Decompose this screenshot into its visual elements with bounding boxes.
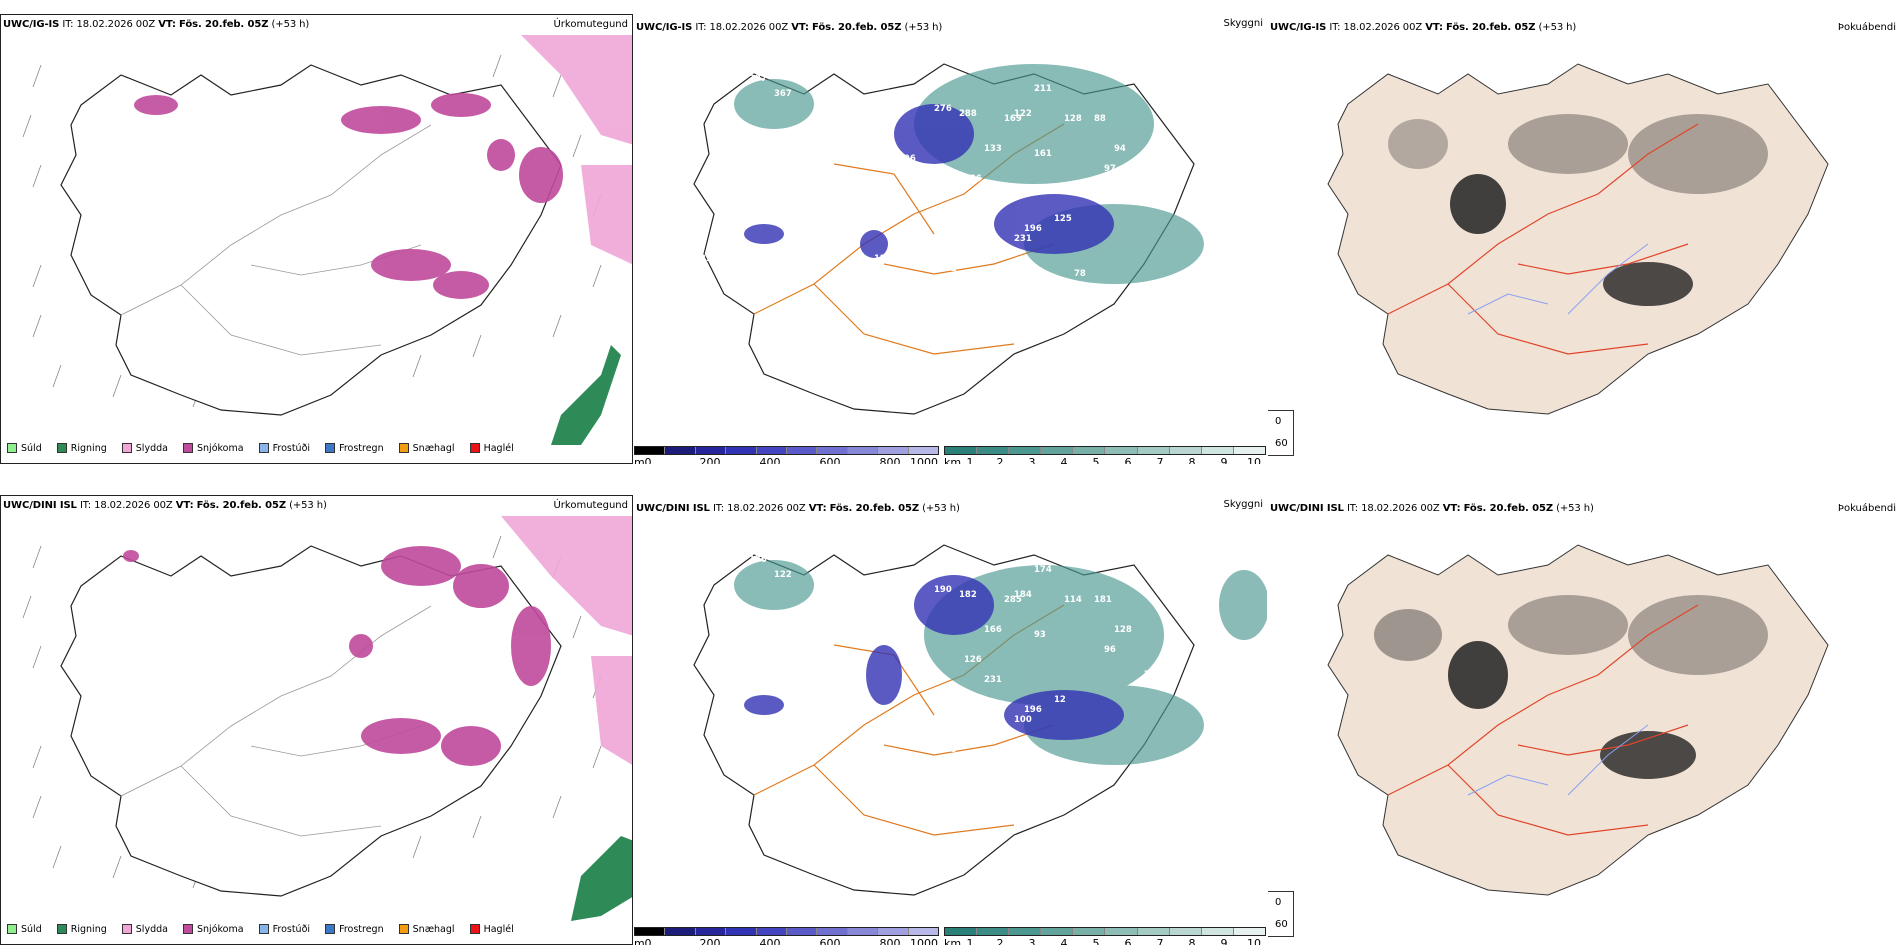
legend-item: Frostúði <box>258 443 310 454</box>
cloud-visibility-map <box>693 544 1267 896</box>
precip-legend: Súld Rigning Slydda Snjókoma Frostúði Fr… <box>7 443 526 454</box>
visibility-areas <box>734 64 1204 284</box>
panel-title: Úrkomutegund <box>553 19 628 30</box>
iceland-coastline <box>60 545 562 897</box>
legend-item: Frostregn <box>325 443 384 454</box>
legend-swatch <box>56 924 67 934</box>
legend-item: Snæhagl <box>398 924 455 935</box>
rivers <box>1467 243 1649 315</box>
panel-header: UWC/DINI ISL IT: 18.02.2026 00Z VT: Fös.… <box>3 500 327 511</box>
cloudbase-ticks: 0 200 400 600 800 1000 <box>644 937 939 945</box>
fog-index-map <box>1327 63 1829 415</box>
legend-swatch <box>325 443 336 453</box>
cloudbase-areas <box>744 104 1114 258</box>
sleet-areas <box>521 35 632 265</box>
roads <box>753 123 1065 355</box>
cloudbase-bar <box>634 927 939 936</box>
legend-item: Rigning <box>56 443 107 454</box>
precip-type-map <box>22 516 632 921</box>
fog-index-map <box>1327 544 1829 896</box>
fog-index-panel-top: UWC/IG-IS IT: 18.02.2026 00Z VT: Fös. 20… <box>1268 14 1900 464</box>
roads <box>1387 123 1699 355</box>
iceland-landmass <box>1327 544 1829 896</box>
legend-swatch <box>183 924 193 934</box>
legend-item: Snjókoma <box>183 443 244 454</box>
cloud-visibility-map <box>693 63 1204 415</box>
visibility-colorbar: km 1 2 3 4 5 6 7 8 9 10 <box>944 446 1266 464</box>
fog-shading <box>1374 595 1768 779</box>
cloudbase-unit: m <box>634 937 645 945</box>
legend-item: Haglél <box>469 924 514 935</box>
iceland-coastline <box>60 64 562 416</box>
visibility-areas <box>734 560 1267 765</box>
cloudbase-ticks: 0 200 400 600 800 1000 <box>644 456 939 464</box>
visibility-colorbar: km 1 2 3 4 5 6 7 8 9 10 <box>944 927 1266 945</box>
visibility-bar <box>944 446 1266 455</box>
cloudbase-areas <box>744 575 1124 740</box>
fog-legend: 0 60 <box>1268 891 1294 937</box>
panel-title: Skyggni <box>1223 499 1263 510</box>
precip-type-panel-bottom: UWC/DINI ISL IT: 18.02.2026 00Z VT: Fös.… <box>0 495 633 945</box>
legend-item: Haglél <box>469 443 514 454</box>
panel-title: Þokuábendi <box>1837 503 1896 514</box>
legend-swatch <box>7 924 17 934</box>
rivers <box>1467 724 1649 796</box>
legend-item: Snjókoma <box>183 924 244 935</box>
fog-legend: 0 60 <box>1268 410 1294 456</box>
cloudbase-bar <box>634 446 939 455</box>
legend-swatch <box>325 924 336 934</box>
snowfall-areas <box>123 546 551 766</box>
legend-item: Súld <box>7 924 42 935</box>
legend-item: Slydda <box>121 924 168 935</box>
legend-swatch <box>56 443 67 453</box>
legend-item: Súld <box>7 443 42 454</box>
panel-title: Þokuábendi <box>1837 22 1896 33</box>
cloudbase-colorbar: m 0 200 400 600 800 1000 <box>634 446 939 464</box>
panel-title: Úrkomutegund <box>553 500 628 511</box>
legend-item: Snæhagl <box>398 443 455 454</box>
roads <box>1387 604 1699 836</box>
panel-header: UWC/DINI ISL IT: 18.02.2026 00Z VT: Fös.… <box>636 503 960 514</box>
precip-type-panel-top: UWC/IG-IS IT: 18.02.2026 00Z VT: Fös. 20… <box>0 14 633 464</box>
legend-item: Frostregn <box>325 924 384 935</box>
panel-title: Skyggni <box>1223 18 1263 29</box>
legend-item: Slydda <box>121 443 168 454</box>
panel-header: UWC/DINI ISL IT: 18.02.2026 00Z VT: Fös.… <box>1270 503 1594 514</box>
panel-header: UWC/IG-IS IT: 18.02.2026 00Z VT: Fös. 20… <box>636 22 943 33</box>
legend-swatch <box>469 443 480 453</box>
legend-swatch <box>121 924 132 934</box>
rain-areas <box>571 836 632 921</box>
sleet-areas <box>501 516 632 765</box>
legend-swatch <box>121 443 132 453</box>
visibility-ticks: 1 2 3 4 5 6 7 8 9 10 <box>966 456 1262 464</box>
legend-swatch <box>398 924 409 934</box>
cloudbase-unit: m <box>634 456 645 464</box>
roads <box>753 604 1065 836</box>
legend-swatch <box>398 443 409 453</box>
visibility-ticks: 1 2 3 4 5 6 7 8 9 10 <box>966 937 1262 945</box>
legend-item: Frostúði <box>258 924 310 935</box>
legend-swatch <box>469 924 480 934</box>
precip-legend: Súld Rigning Slydda Snjókoma Frostúði Fr… <box>7 924 526 935</box>
visibility-unit: km <box>944 456 962 464</box>
legend-swatch <box>258 924 269 934</box>
visibility-unit: km <box>944 937 962 945</box>
legend-swatch <box>7 443 17 453</box>
rain-areas <box>551 345 621 445</box>
snowfall-areas <box>134 93 563 299</box>
cloudbase-colorbar: m 0 200 400 600 800 1000 <box>634 927 939 945</box>
fog-shading <box>1388 114 1768 306</box>
legend-item: Rigning <box>56 924 107 935</box>
legend-swatch <box>258 443 269 453</box>
iceland-landmass <box>1327 63 1829 415</box>
precip-type-map <box>22 35 632 445</box>
cloud-visibility-panel-top: UWC/IG-IS IT: 18.02.2026 00Z VT: Fös. 20… <box>634 14 1267 464</box>
legend-swatch <box>183 443 193 453</box>
visibility-bar <box>944 927 1266 936</box>
fog-index-panel-bottom: UWC/DINI ISL IT: 18.02.2026 00Z VT: Fös.… <box>1268 495 1900 945</box>
cloud-visibility-panel-bottom: UWC/DINI ISL IT: 18.02.2026 00Z VT: Fös.… <box>634 495 1267 945</box>
panel-header: UWC/IG-IS IT: 18.02.2026 00Z VT: Fös. 20… <box>3 19 310 30</box>
panel-header: UWC/IG-IS IT: 18.02.2026 00Z VT: Fös. 20… <box>1270 22 1577 33</box>
